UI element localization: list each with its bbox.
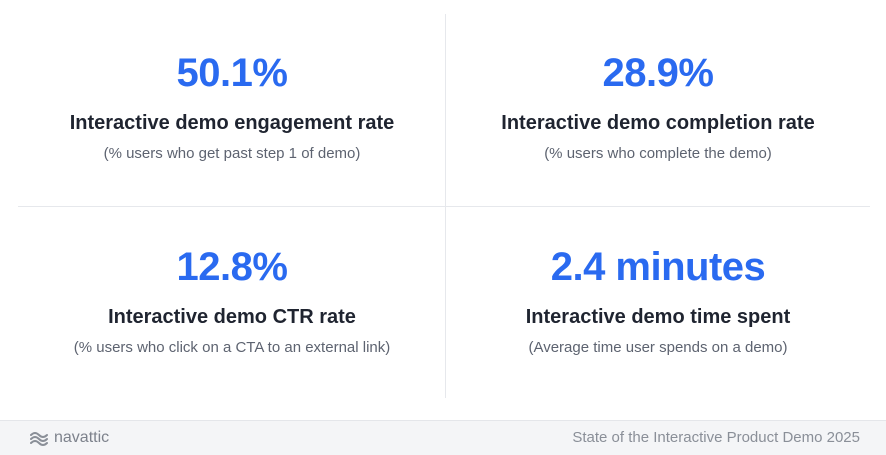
stat-completion-rate: 28.9% Interactive demo completion rate (… [438,48,878,164]
stat-time-spent: 2.4 minutes Interactive demo time spent … [438,242,878,358]
stat-description: (% users who click on a CTA to an extern… [73,339,391,356]
stat-label: Interactive demo engagement rate [69,112,395,134]
stats-grid: 50.1% Interactive demo engagement rate (… [12,14,878,398]
stat-label: Interactive demo completion rate [501,112,815,134]
report-credit: State of the Interactive Product Demo 20… [572,429,860,446]
brand-name: navattic [54,429,110,446]
stat-value: 12.8% [176,245,288,289]
horizontal-divider [18,206,870,207]
stat-description: (% users who get past step 1 of demo) [103,145,361,162]
stat-description: (Average time user spends on a demo) [528,339,788,356]
navattic-wave-logo-icon [30,430,48,446]
stat-label: Interactive demo time spent [525,306,791,328]
stat-engagement-rate: 50.1% Interactive demo engagement rate (… [12,48,452,164]
footer-bar: navattic State of the Interactive Produc… [0,420,886,455]
stat-description: (% users who complete the demo) [544,145,772,162]
stat-label: Interactive demo CTR rate [108,306,356,328]
stat-value: 2.4 minutes [550,245,766,289]
stat-value: 50.1% [176,51,288,95]
brand: navattic [30,429,109,447]
stat-value: 28.9% [602,51,714,95]
stat-ctr-rate: 12.8% Interactive demo CTR rate (% users… [12,242,452,358]
